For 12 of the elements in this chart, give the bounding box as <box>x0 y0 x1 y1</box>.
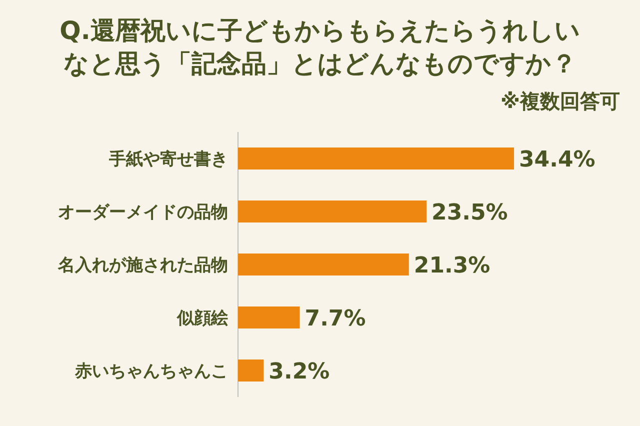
category-label: 赤いちゃんちゃんこ <box>75 362 228 382</box>
category-label: 似顔絵 <box>177 308 228 328</box>
category-label: 手紙や寄せ書き <box>109 150 228 170</box>
value-label: 3.2% <box>268 360 330 384</box>
title: Q.還暦祝いに子どもからもらえたらうれしいなと思う「記念品」とはどんなものですか？ <box>58 15 582 80</box>
value-label: 34.4% <box>519 148 596 172</box>
value-label: 23.5% <box>432 200 508 226</box>
subtitle: ※複数回答可 <box>500 89 620 113</box>
value-label: 21.3% <box>414 254 490 278</box>
category-label: 名入れが施された品物 <box>58 256 228 276</box>
category-label: オーダーメイドの品物 <box>58 202 228 222</box>
value-label: 7.7% <box>304 306 366 332</box>
